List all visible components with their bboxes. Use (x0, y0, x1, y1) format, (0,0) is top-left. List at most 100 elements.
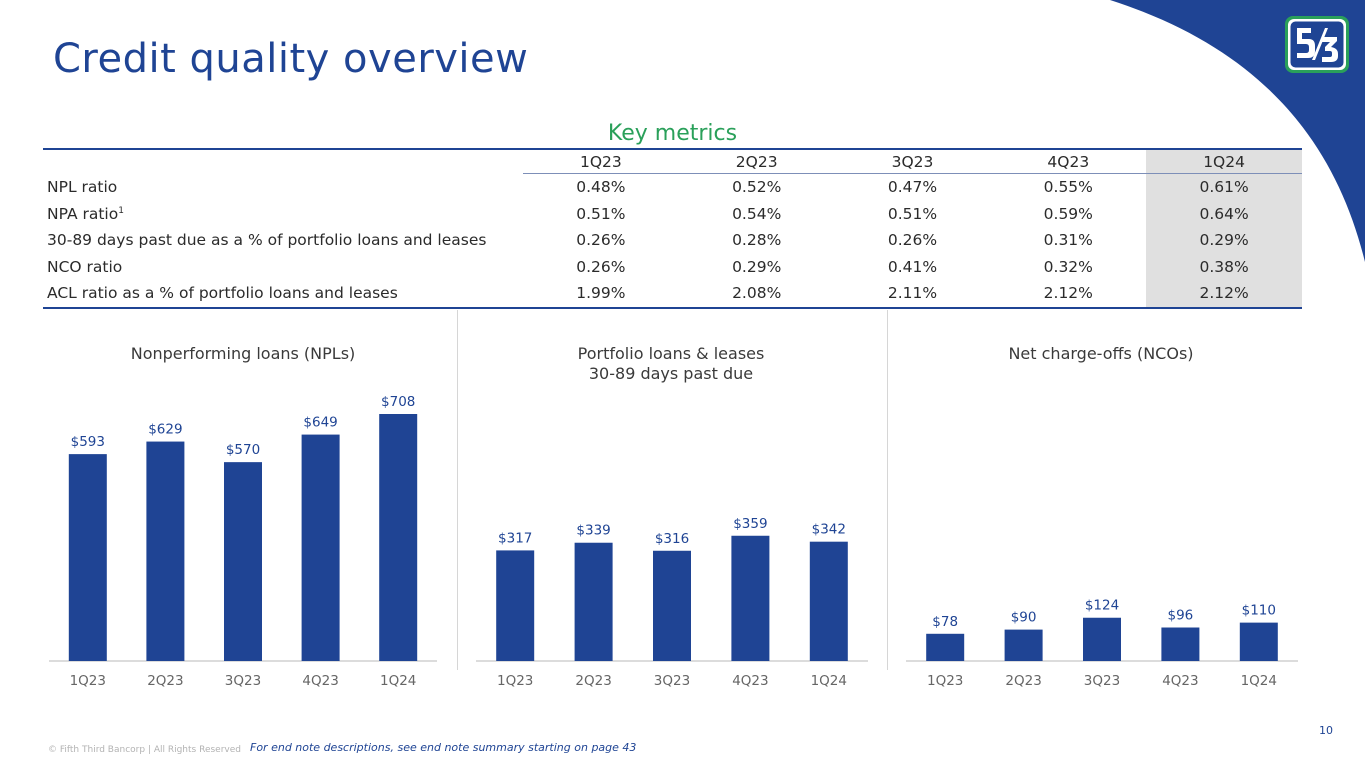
x-tick-label: 1Q24 (380, 673, 416, 689)
data-label: $96 (1168, 608, 1194, 624)
chart-title-nco: Net charge-offs (NCOs) (1008, 344, 1194, 363)
bar (1161, 627, 1200, 661)
data-label: $570 (226, 442, 260, 458)
data-label: $708 (381, 394, 415, 410)
data-label: $110 (1242, 603, 1276, 619)
table-row: ACL ratio as a % of portfolio loans and … (43, 280, 1302, 309)
bar (731, 535, 770, 661)
data-label: $78 (932, 614, 958, 630)
row-label: NPL ratio (43, 174, 523, 201)
table-row: 30-89 days past due as a % of portfolio … (43, 227, 1302, 254)
cell-value: 0.54% (732, 204, 782, 223)
cell-value: 0.26% (576, 231, 626, 250)
key-metrics-table: 1Q23 2Q23 3Q23 4Q23 1Q24 NPL ratio 0.48%… (43, 148, 1302, 309)
x-tick-label: 1Q23 (70, 673, 106, 689)
x-tick-label: 3Q23 (225, 673, 261, 689)
chart-title-line: Portfolio loans & leases (577, 344, 765, 363)
fifth-third-logo-icon (1285, 16, 1349, 73)
cell-value: 0.28% (732, 231, 782, 250)
row-label: NCO ratio (43, 254, 523, 281)
bar (301, 434, 340, 661)
footnote-marker: 1 (118, 205, 124, 216)
page-title: Credit quality overview (53, 36, 529, 82)
cell-value: 0.59% (1043, 204, 1093, 223)
data-label: $317 (498, 530, 532, 546)
row-label: NPA ratio1 (43, 201, 523, 228)
data-label: $339 (576, 523, 610, 539)
bar (146, 441, 185, 661)
data-label: $649 (303, 415, 337, 431)
data-label: $90 (1011, 610, 1037, 626)
cell-value: 0.26% (887, 231, 938, 250)
cell-value: 0.52% (732, 178, 782, 197)
row-label: ACL ratio as a % of portfolio loans and … (43, 280, 523, 309)
header-cell-blank (43, 148, 523, 174)
x-tick-label: 2Q23 (147, 673, 183, 689)
x-tick-label: 3Q23 (1084, 673, 1120, 689)
header-cell: 4Q23 (990, 148, 1147, 174)
x-tick-label: 1Q23 (497, 673, 533, 689)
endnote-text: For end note descriptions, see end note … (250, 741, 637, 754)
key-metrics-label: Key metrics (607, 121, 738, 146)
data-label: $342 (812, 522, 846, 538)
panel-divider (887, 310, 888, 670)
cell-value: 0.55% (1043, 178, 1093, 197)
cell-value: 2.12% (990, 280, 1147, 309)
cell-value-highlighted: 0.38% (1146, 253, 1302, 280)
bar (68, 454, 107, 661)
bar (574, 542, 613, 661)
x-tick-label: 2Q23 (1005, 673, 1041, 689)
page-number: 10 (1319, 724, 1333, 737)
data-label: $593 (71, 434, 105, 450)
x-tick-label: 3Q23 (654, 673, 690, 689)
chart-title-past-due: Portfolio loans & leases 30-89 days past… (471, 344, 871, 384)
x-tick-label: 1Q24 (1241, 673, 1277, 689)
x-tick-label: 2Q23 (575, 673, 611, 689)
bar (379, 414, 418, 661)
table-row: NCO ratio 0.26% 0.29% 0.41% 0.32% 0.38% (43, 253, 1302, 281)
row-label-text: NPL ratio (47, 178, 118, 196)
copyright-text: © Fifth Third Bancorp | All Rights Reser… (48, 745, 241, 755)
bar (224, 462, 262, 661)
cell-value: 0.51% (576, 204, 626, 223)
bar (1004, 629, 1043, 661)
table-row: NPA ratio1 0.51% 0.54% 0.51% 0.59% 0.64% (43, 200, 1302, 228)
data-label: $316 (655, 531, 689, 547)
cell-value: 0.41% (887, 257, 938, 276)
header-cell: 1Q23 (523, 148, 679, 174)
x-tick-label: 4Q23 (302, 673, 338, 689)
bar (653, 550, 691, 661)
chart-title-npl: Nonperforming loans (NPLs) (130, 344, 356, 363)
cell-value: 0.29% (732, 257, 782, 276)
x-tick-label: 1Q23 (927, 673, 963, 689)
cell-value-highlighted: 2.12% (1146, 280, 1302, 309)
cell-value: 0.32% (1043, 257, 1093, 276)
data-label: $124 (1085, 598, 1119, 614)
x-tick-label: 4Q23 (1162, 673, 1198, 689)
row-label: 30-89 days past due as a % of portfolio … (43, 227, 523, 254)
cell-value: 2.11% (834, 280, 991, 309)
cell-value: 0.51% (887, 204, 938, 223)
bar (926, 633, 965, 661)
cell-value: 2.08% (678, 280, 835, 309)
cell-value: 0.47% (887, 178, 938, 197)
cell-value: 0.31% (1043, 231, 1093, 250)
cell-value: 1.99% (523, 280, 679, 309)
row-label-text: 30-89 days past due as a % of portfolio … (47, 231, 487, 250)
table-header-row: 1Q23 2Q23 3Q23 4Q23 1Q24 (43, 148, 1302, 174)
bar (496, 550, 535, 661)
header-cell-highlighted: 1Q24 (1146, 148, 1302, 174)
cell-value-highlighted: 0.64% (1146, 200, 1302, 227)
row-label-text: ACL ratio as a % of portfolio loans and … (47, 284, 398, 303)
x-tick-label: 1Q24 (811, 673, 847, 689)
chart-title-line: 30-89 days past due (588, 364, 754, 383)
panel-divider (457, 310, 458, 670)
data-label: $629 (148, 422, 182, 438)
cell-value: 0.26% (576, 257, 626, 276)
cell-value-highlighted: 0.61% (1146, 173, 1302, 201)
row-label-text: NCO ratio (47, 257, 123, 276)
row-label-text: NPA ratio (47, 204, 119, 223)
header-cell: 3Q23 (834, 148, 991, 174)
table-row: NPL ratio 0.48% 0.52% 0.47% 0.55% 0.61% (43, 173, 1302, 201)
